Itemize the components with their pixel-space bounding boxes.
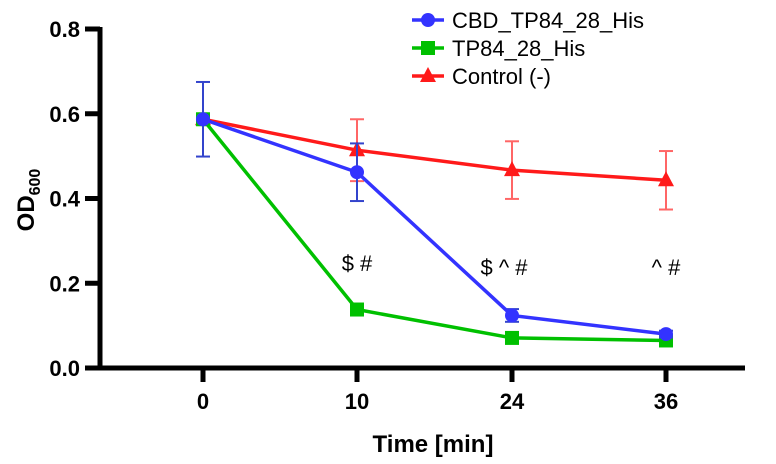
- data-point-triangle: [658, 171, 674, 187]
- data-point-circle: [659, 327, 673, 342]
- series-1: [196, 112, 673, 348]
- y-axis-label-sub: 600: [27, 169, 44, 196]
- significance-annotation: ^ #: [652, 255, 681, 280]
- series-line: [202, 117, 667, 336]
- axes: 0.0 0.2 0.4 0.6 0.8 0 10 24 36: [49, 17, 745, 414]
- series-2: [195, 110, 674, 211]
- data-point-square: [505, 330, 519, 345]
- significance-annotation: $ ^ #: [480, 255, 528, 280]
- series-0: [196, 80, 673, 342]
- legend-item: CBD_TP84_28_His: [412, 8, 644, 33]
- data-point-triangle: [420, 67, 436, 82]
- data-point-circle: [196, 112, 210, 127]
- x-tick-label: 10: [345, 389, 369, 414]
- y-axis-label-main: OD: [13, 195, 40, 231]
- data-point-square: [421, 41, 435, 55]
- data-point-circle: [350, 165, 364, 180]
- x-axis-label: Time [min]: [373, 431, 494, 458]
- y-tick-label: 0.6: [49, 102, 80, 127]
- x-tick-label: 36: [654, 389, 678, 414]
- data-point-circle: [421, 13, 435, 27]
- legend-item: Control (-): [412, 64, 551, 89]
- legend-label: Control (-): [452, 64, 551, 89]
- y-tick-label: 0.2: [49, 271, 80, 296]
- series-line: [201, 118, 667, 343]
- y-tick-label: 0.0: [49, 356, 80, 381]
- series-line: [202, 117, 667, 183]
- data-point-circle: [505, 308, 519, 323]
- legend-label: CBD_TP84_28_His: [452, 8, 644, 33]
- y-tick-label: 0.4: [49, 187, 80, 212]
- series-layer: [195, 80, 674, 348]
- legend-label: TP84_28_His: [452, 36, 585, 61]
- significance-annotation: $ #: [342, 251, 373, 276]
- data-point-triangle: [504, 161, 520, 177]
- y-tick-label: 0.8: [49, 17, 80, 42]
- y-axis-label: OD600: [13, 169, 44, 232]
- legend-item: TP84_28_His: [412, 36, 585, 61]
- legend: CBD_TP84_28_His TP84_28_His Control (-): [412, 8, 644, 89]
- data-point-square: [350, 302, 364, 317]
- x-tick-label: 24: [500, 389, 525, 414]
- annotations: $ # $ ^ # ^ #: [342, 251, 681, 280]
- x-tick-label: 0: [197, 389, 209, 414]
